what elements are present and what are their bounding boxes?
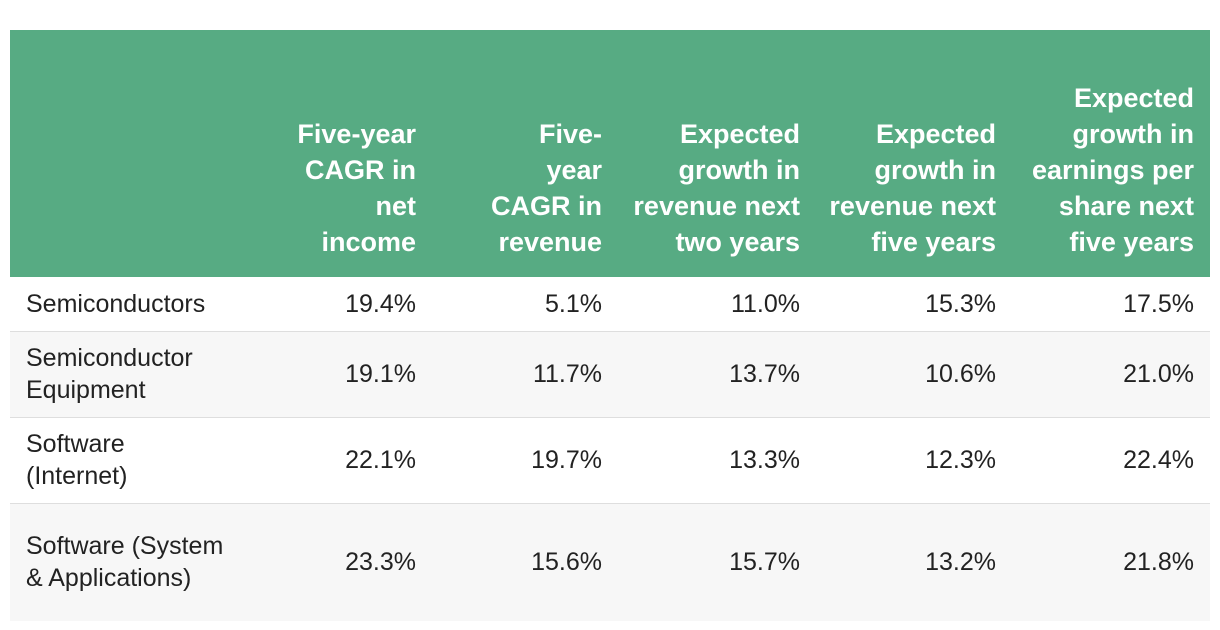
header-revenue-cagr: Five-year CAGR in revenue — [491, 119, 602, 257]
cell-net-income-cagr: 19.4% — [345, 289, 416, 318]
header-industry — [10, 30, 234, 277]
header-row: Five-year CAGR in net income Five-year C… — [10, 30, 1210, 277]
cell-revenue-growth-five-years: 15.3% — [925, 289, 996, 318]
row-label: Software (System & Applications) — [26, 532, 224, 593]
cell-revenue-growth-five-years: 10.6% — [925, 360, 996, 388]
cell-revenue-cagr: 19.7% — [531, 446, 602, 474]
growth-table-container: Five-year CAGR in net income Five-year C… — [10, 30, 1210, 621]
cell-revenue-cagr: 15.6% — [531, 548, 602, 577]
header-eps-growth-five-years: Expected growth in earnings per share ne… — [1031, 83, 1194, 257]
header-revenue-growth-five-years: Expected growth in revenue next five yea… — [829, 119, 996, 257]
cell-revenue-growth-five-years: 13.2% — [925, 548, 996, 577]
table-row: Software (System & Applications) 23.3% 1… — [10, 503, 1210, 621]
row-label: Semiconductor Equipment — [26, 344, 193, 404]
header-net-income-cagr: Five-year CAGR in net income — [297, 119, 416, 257]
cell-revenue-growth-five-years: 12.3% — [925, 446, 996, 474]
cell-net-income-cagr: 22.1% — [345, 446, 416, 474]
growth-table: Five-year CAGR in net income Five-year C… — [10, 30, 1210, 621]
table-header: Five-year CAGR in net income Five-year C… — [10, 30, 1210, 277]
table-row: Semiconductors 19.4% 5.1% 11.0% 15.3% 17… — [10, 277, 1210, 331]
table-body: Semiconductors 19.4% 5.1% 11.0% 15.3% 17… — [10, 277, 1210, 621]
cell-eps-growth-five-years: 21.0% — [1123, 360, 1194, 388]
cell-eps-growth-five-years: 22.4% — [1123, 446, 1194, 474]
cell-eps-growth-five-years: 21.8% — [1123, 548, 1194, 577]
cell-revenue-growth-two-years: 13.7% — [729, 360, 800, 388]
cell-revenue-growth-two-years: 13.3% — [729, 446, 800, 474]
header-revenue-growth-two-years: Expected growth in revenue next two year… — [633, 119, 800, 257]
table-row: Semiconductor Equipment 19.1% 11.7% 13.7… — [10, 331, 1210, 417]
cell-net-income-cagr: 23.3% — [345, 548, 416, 577]
cell-net-income-cagr: 19.1% — [345, 360, 416, 388]
row-label: Semiconductors — [26, 289, 206, 318]
cell-revenue-cagr: 5.1% — [545, 289, 602, 318]
cell-eps-growth-five-years: 17.5% — [1123, 289, 1194, 318]
cell-revenue-growth-two-years: 15.7% — [729, 548, 800, 577]
cell-revenue-cagr: 11.7% — [532, 360, 602, 388]
table-row: Software (Internet) 22.1% 19.7% 13.3% 12… — [10, 417, 1210, 503]
row-label: Software (Internet) — [26, 430, 128, 490]
cell-revenue-growth-two-years: 11.0% — [730, 289, 800, 318]
